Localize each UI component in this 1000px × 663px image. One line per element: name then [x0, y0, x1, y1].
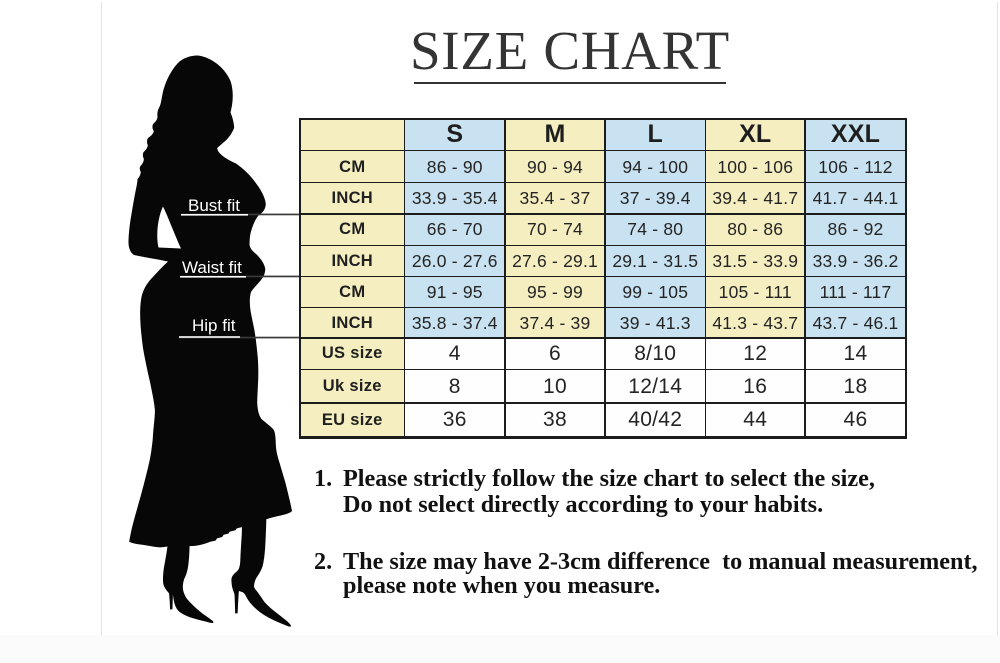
svg-text:Bust fit: Bust fit [188, 196, 240, 215]
svg-text:Waist fit: Waist fit [182, 258, 242, 277]
svg-text:Hip fit: Hip fit [192, 316, 236, 335]
